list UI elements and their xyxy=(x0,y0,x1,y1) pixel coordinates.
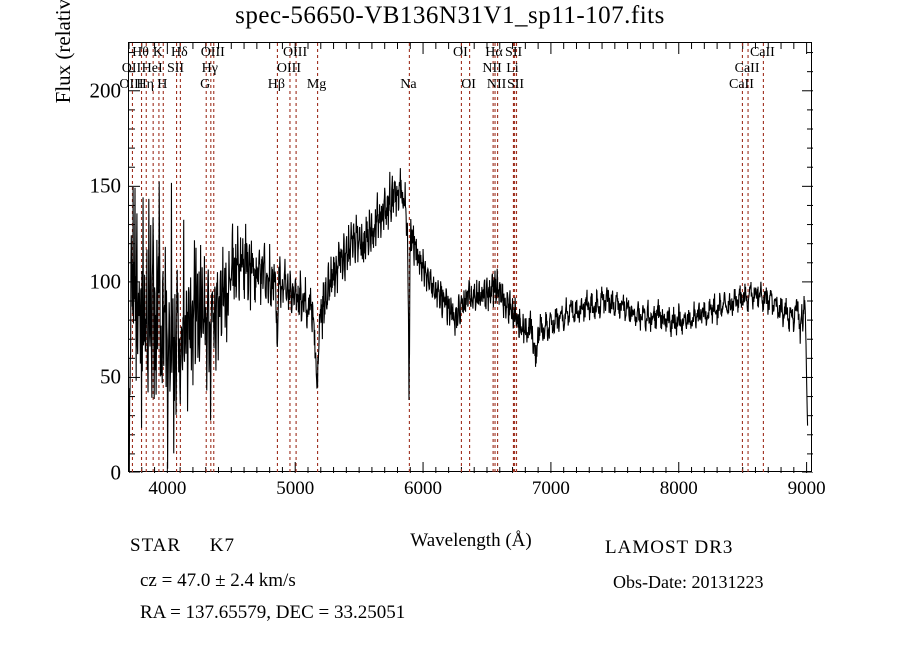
x-tick-label: 7000 xyxy=(531,478,570,499)
x-tick-label: 4000 xyxy=(148,478,187,499)
y-tick-label: 50 xyxy=(100,364,121,389)
x-tick-label: 6000 xyxy=(404,478,443,499)
page-title: spec-56650-VB136N31V1_sp11-107.fits xyxy=(235,2,665,29)
spectrum-trace xyxy=(129,168,809,472)
spectral-class: K7 xyxy=(209,535,236,556)
survey-name: LAMOST DR3 xyxy=(605,537,734,558)
plot-area: Flux (relative) Wavelength (Å) 0 50 100 150… xyxy=(51,0,826,551)
y-tick-label: 200 xyxy=(89,78,122,103)
x-tick-label: 9000 xyxy=(787,478,826,499)
y-axis-label: Flux (relative) xyxy=(51,0,75,104)
y-tick-label: 150 xyxy=(89,173,122,198)
x-tick-label: 5000 xyxy=(276,478,315,499)
x-axis-label: Wavelength (Å) xyxy=(410,530,532,551)
y-tick-label: 0 xyxy=(110,460,122,485)
observation-date: Obs-Date: 20131223 xyxy=(613,572,764,592)
coordinates: RA = 137.65579, DEC = 33.25051 xyxy=(140,602,406,623)
object-type-label: STAR K7 xyxy=(130,535,235,557)
object-type: STAR xyxy=(130,535,182,556)
spectrum-canvas xyxy=(129,43,813,473)
redshift-velocity: cz = 47.0 ± 2.4 km/s xyxy=(140,570,296,591)
y-tick-label: 100 xyxy=(89,269,122,294)
x-tick-label: 8000 xyxy=(659,478,698,499)
